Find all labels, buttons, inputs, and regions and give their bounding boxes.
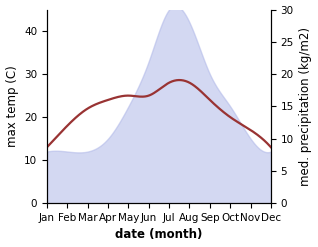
X-axis label: date (month): date (month) [115, 228, 203, 242]
Y-axis label: max temp (C): max temp (C) [5, 65, 18, 147]
Y-axis label: med. precipitation (kg/m2): med. precipitation (kg/m2) [300, 27, 313, 186]
